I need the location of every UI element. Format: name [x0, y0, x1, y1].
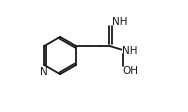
Text: NH: NH — [112, 17, 127, 27]
Text: N: N — [40, 66, 48, 76]
Text: NH: NH — [122, 45, 137, 55]
Text: OH: OH — [122, 65, 138, 75]
